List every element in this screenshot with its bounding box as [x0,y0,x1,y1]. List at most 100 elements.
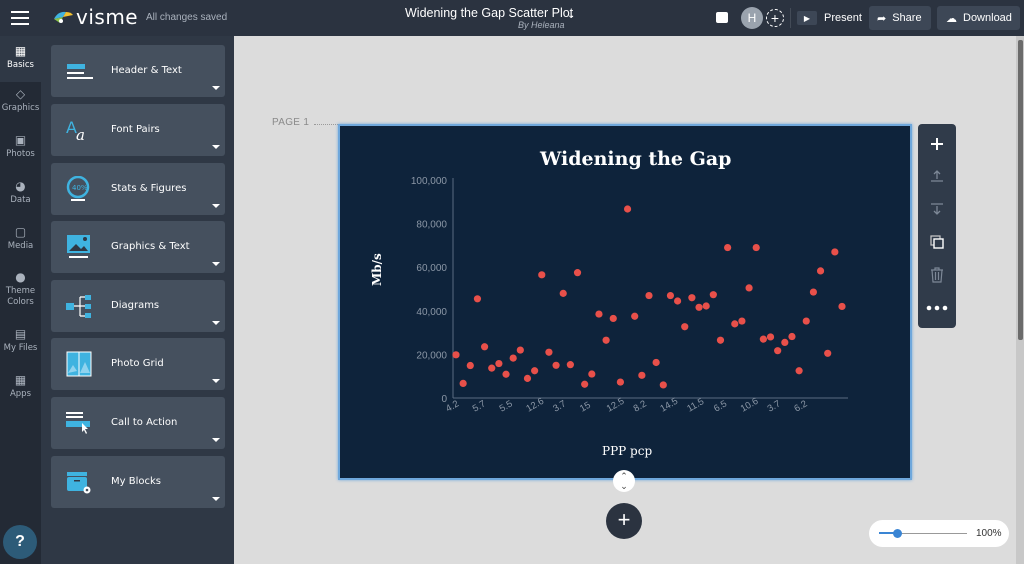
data-point[interactable] [602,336,610,344]
data-point[interactable] [759,335,767,343]
data-point[interactable] [738,317,746,325]
data-point[interactable] [795,367,803,375]
data-point[interactable] [709,291,717,299]
card-call-to-action[interactable]: Call to Action [51,397,225,449]
data-point[interactable] [538,271,546,279]
x-axis-label[interactable]: PPP pcp [602,444,653,458]
data-point[interactable] [623,205,632,213]
chart-title[interactable]: Widening the Gap [540,148,732,170]
data-point[interactable] [702,302,710,310]
data-point[interactable] [588,370,596,378]
data-point[interactable] [802,317,810,325]
data-point[interactable] [480,343,489,351]
chevron-down-icon[interactable]: ⌄ [567,10,576,21]
data-point[interactable] [688,294,696,302]
move-up-button[interactable] [918,162,956,190]
card-my-blocks[interactable]: My Blocks [51,456,225,508]
data-point[interactable] [652,358,660,367]
add-element-button[interactable] [918,130,956,158]
download-button[interactable]: ☁ Download [937,6,1020,30]
data-point[interactable] [838,302,846,311]
add-page-button[interactable]: + [606,503,642,539]
data-point[interactable] [695,303,703,311]
data-point[interactable] [781,338,789,347]
data-point[interactable] [774,347,782,355]
data-point[interactable] [452,351,460,359]
data-point[interactable] [724,243,732,252]
card-stats-figures[interactable]: 40% Stats & Figures [51,163,225,215]
slide-page-1[interactable]: Widening the Gap 0 20,000 40,000 60,000 80,0… [338,124,912,480]
card-header-text[interactable]: Header & Text [51,45,225,97]
rail-item-photos[interactable]: ▣ Photos [6,133,35,160]
data-point[interactable] [473,295,482,303]
data-point[interactable] [731,320,739,328]
data-point[interactable] [502,370,510,378]
data-point[interactable] [488,364,496,372]
data-point[interactable] [659,381,667,389]
share-button[interactable]: ➦ Share [869,6,931,30]
rail-item-graphics[interactable]: ◇ Graphics [1,87,40,114]
menu-icon[interactable] [11,11,29,25]
data-point[interactable] [495,359,503,368]
data-point[interactable] [673,297,682,305]
data-point[interactable] [509,354,517,362]
present-button[interactable]: ▶ Present [797,6,862,30]
data-point[interactable] [559,289,567,297]
data-point[interactable] [552,361,560,369]
resize-height-handle[interactable]: ⌃ ⌄ [613,470,635,492]
scrollbar-thumb[interactable] [1018,40,1023,340]
data-point[interactable] [666,291,675,300]
data-point[interactable] [752,243,760,252]
rail-item-data[interactable]: ◕ Data [10,179,31,206]
data-point[interactable] [609,314,617,323]
data-point[interactable] [716,336,725,344]
data-point[interactable] [788,332,796,341]
data-point[interactable] [523,374,532,382]
more-options-button[interactable] [918,294,956,322]
data-point[interactable] [745,284,753,292]
comment-icon[interactable] [716,12,728,23]
rail-item-basics[interactable]: ▦ Basics [0,36,41,82]
data-point[interactable] [631,312,639,320]
card-photo-grid[interactable]: Photo Grid [51,338,225,390]
duplicate-button[interactable] [918,228,956,256]
move-down-button[interactable] [918,195,956,223]
add-collaborator-icon[interactable]: + [766,9,784,27]
data-point[interactable] [466,361,474,370]
rail-item-media[interactable]: ▢ Media [7,225,34,252]
data-point[interactable] [531,367,539,375]
rail-item-theme-colors[interactable]: ● Theme Colors [5,270,36,308]
rail-item-apps[interactable]: ▦ Apps [9,373,32,400]
data-point[interactable] [645,291,653,300]
data-point[interactable] [681,323,689,331]
data-point[interactable] [566,361,574,369]
data-point[interactable] [638,371,646,379]
visme-logo[interactable]: visme [52,7,138,27]
data-point[interactable] [595,310,603,318]
y-axis-label[interactable]: Mb/s [370,253,384,286]
card-graphics-text[interactable]: Graphics & Text [51,221,225,273]
avatar[interactable]: H [741,7,763,29]
zoom-slider-track[interactable] [879,533,967,534]
rail-item-my-files[interactable]: ▤ My Files [3,327,38,354]
document-title[interactable]: Widening the Gap Scatter Plot [405,6,574,20]
data-point[interactable] [573,269,582,277]
chevron-up-icon: ⌃ [620,471,628,481]
data-point[interactable] [545,348,553,356]
data-point[interactable] [581,380,589,388]
data-point[interactable] [809,288,818,296]
data-point[interactable] [616,378,625,386]
delete-button[interactable] [918,261,956,289]
card-diagrams[interactable]: Diagrams [51,280,225,332]
help-button[interactable]: ? [3,525,37,559]
zoom-slider-knob[interactable] [893,529,902,538]
data-point[interactable] [831,248,839,256]
data-point[interactable] [816,267,825,275]
data-point[interactable] [516,346,524,354]
data-point[interactable] [459,379,467,387]
data-point[interactable] [766,333,775,341]
svg-text:6.5: 6.5 [712,398,729,414]
data-point[interactable] [824,349,832,357]
